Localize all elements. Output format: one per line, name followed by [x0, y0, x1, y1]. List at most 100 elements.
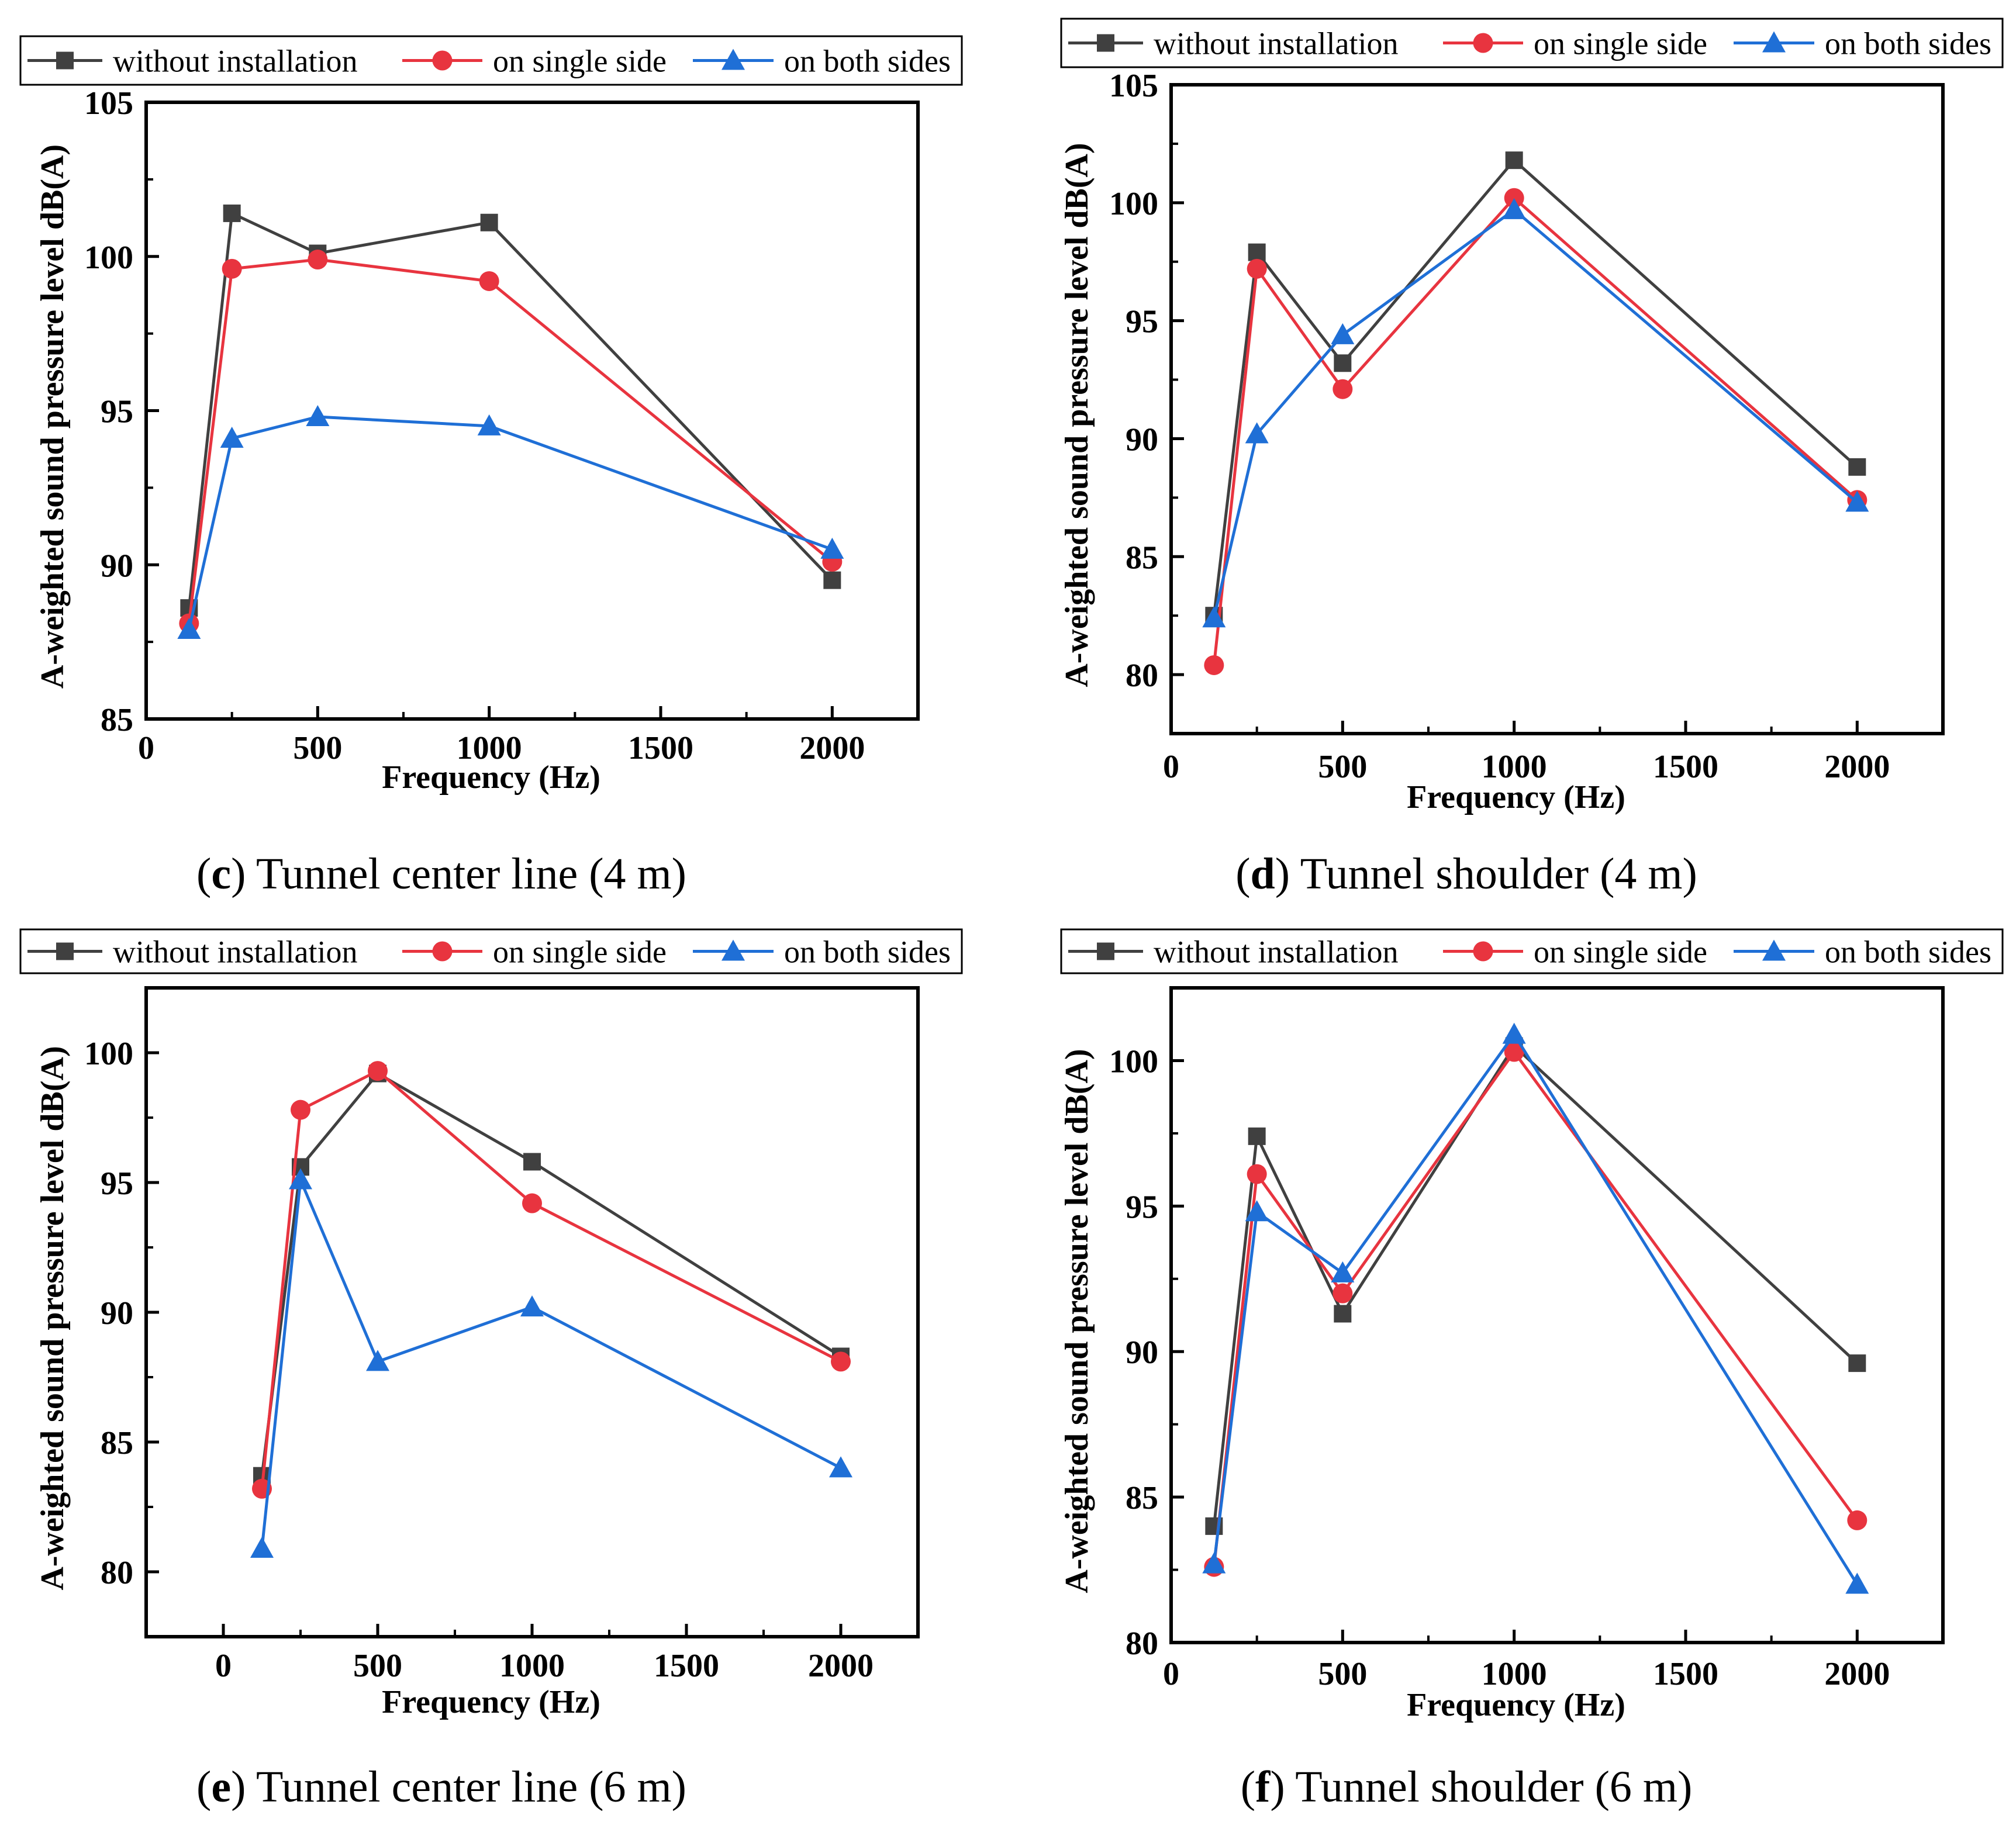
- data-point-square: [823, 571, 841, 589]
- legend-label: on single side: [1534, 26, 1707, 61]
- legend-marker-circle: [1473, 941, 1493, 962]
- data-point-circle: [1333, 379, 1353, 399]
- y-tick-label: 85: [1126, 1480, 1158, 1516]
- data-point-triangle: [1502, 1022, 1526, 1044]
- data-point-triangle: [1245, 1200, 1269, 1222]
- x-tick-label: 500: [353, 1648, 402, 1684]
- legend-label: without installation: [1154, 935, 1398, 970]
- chart-panel-f: 0 500 1000 1500 2000 80 85 90 95 100 Frequency (Hz…: [1059, 928, 2004, 1811]
- data-point-triangle: [1331, 1261, 1355, 1282]
- data-point-square: [523, 1153, 541, 1171]
- legend-marker-square: [1097, 942, 1114, 960]
- x-tick-label: 2000: [799, 730, 865, 766]
- x-tick-label: 500: [1318, 749, 1367, 785]
- series-line: [1212, 1050, 1859, 1567]
- x-tick-label: 500: [293, 730, 342, 766]
- series-line: [1212, 1033, 1859, 1585]
- data-point-triangle: [1845, 490, 1869, 512]
- series-line: [260, 1069, 842, 1489]
- y-tick-label: 100: [1109, 1043, 1158, 1080]
- y-tick-label: 80: [1126, 658, 1158, 694]
- legend: without installation on single side on bot…: [1060, 18, 2004, 68]
- y-tick-label: 105: [84, 85, 133, 122]
- legend-label: on both sides: [1825, 26, 1991, 61]
- y-axis-title: A-weighted sound pressure level dB(A): [1059, 1049, 1095, 1593]
- data-point-circle: [522, 1193, 542, 1213]
- legend-marker-square: [56, 51, 74, 70]
- data-point-circle: [1504, 1042, 1524, 1062]
- y-tick-label: 95: [1126, 1189, 1158, 1225]
- data-point-circle: [368, 1061, 388, 1081]
- series-line: [1212, 1045, 1859, 1527]
- y-axis-title: A-weighted sound pressure level dB(A): [34, 144, 71, 689]
- y-axis-title: A-weighted sound pressure level dB(A): [1059, 143, 1095, 687]
- data-point-triangle: [820, 537, 844, 559]
- series-on-both-sides: [1202, 1022, 1869, 1594]
- legend-marker-circle: [432, 50, 453, 71]
- legend-label: on single side: [493, 935, 667, 970]
- series-line: [1212, 196, 1858, 666]
- data-point-triangle: [1502, 198, 1526, 219]
- x-tick-label: 1500: [1653, 749, 1718, 785]
- plot-frame: [1169, 986, 1945, 1644]
- y-tick-label: 90: [101, 548, 133, 584]
- legend-box: [19, 35, 963, 86]
- data-point-triangle: [177, 618, 201, 639]
- legend-label: on both sides: [1825, 935, 1991, 970]
- data-point-circle: [831, 1351, 851, 1372]
- y-tick-label: 85: [101, 702, 133, 738]
- legend-marker-triangle: [1762, 31, 1786, 53]
- y-tick-label: 95: [101, 1166, 133, 1202]
- data-point-circle: [1204, 655, 1224, 675]
- legend-label: on both sides: [784, 935, 951, 970]
- x-tick-label: 1500: [654, 1648, 719, 1684]
- series-without-installation: [1205, 1037, 1866, 1535]
- legend-marker-triangle: [722, 939, 745, 961]
- legend-label: without installation: [1154, 26, 1398, 61]
- y-tick-label: 80: [101, 1555, 133, 1591]
- y-tick-label: 95: [1126, 304, 1158, 340]
- legend-label: without installation: [113, 44, 357, 79]
- data-point-circle: [479, 271, 499, 291]
- data-point-circle: [291, 1100, 310, 1120]
- data-point-triangle: [1202, 1552, 1226, 1574]
- x-tick-label: 2000: [1824, 749, 1890, 785]
- data-point-triangle: [1331, 323, 1355, 344]
- legend-label: on both sides: [784, 44, 951, 79]
- y-tick-label: 80: [1126, 1626, 1158, 1662]
- chart-panel-c: 0 500 1000 1500 2000 85 90 95 100 105 Frequency (H…: [19, 35, 963, 898]
- data-point-square: [1848, 458, 1866, 476]
- series-line: [260, 1178, 842, 1549]
- legend-box: [1060, 18, 2004, 68]
- series-on-single-side: [1204, 1042, 1867, 1577]
- data-point-triangle: [477, 414, 501, 435]
- series-line: [187, 258, 833, 624]
- data-point-triangle: [520, 1295, 544, 1317]
- legend-marker-triangle: [722, 49, 745, 70]
- legend: without installation on single side on bot…: [19, 928, 963, 974]
- x-axis-title: Frequency (Hz): [382, 1684, 600, 1720]
- data-point-circle: [1247, 1164, 1267, 1184]
- y-tick-label: 100: [84, 240, 133, 276]
- x-tick-label: 0: [1163, 749, 1179, 785]
- panel-caption: (e) Tunnel center line (6 m): [196, 1762, 686, 1811]
- plot-frame: [144, 101, 920, 721]
- series-without-installation: [253, 1064, 850, 1485]
- x-axis-title: Frequency (Hz): [1407, 779, 1625, 815]
- series-line: [187, 415, 833, 630]
- series-on-both-sides: [1202, 198, 1869, 628]
- legend-marker-circle: [432, 941, 453, 962]
- legend-marker-square: [56, 942, 74, 960]
- data-point-triangle: [829, 1456, 852, 1478]
- panel-caption: (f) Tunnel shoulder (6 m): [1241, 1762, 1693, 1811]
- data-point-square: [1248, 1127, 1266, 1145]
- x-tick-label: 0: [1163, 1656, 1179, 1692]
- y-tick-label: 90: [1126, 1334, 1158, 1371]
- data-point-triangle: [289, 1168, 312, 1190]
- legend-marker-circle: [1473, 33, 1493, 53]
- y-tick-label: 95: [101, 394, 133, 430]
- data-point-circle: [1847, 1510, 1867, 1530]
- y-tick-label: 85: [101, 1425, 133, 1461]
- x-tick-label: 1000: [1482, 1656, 1547, 1692]
- data-point-triangle: [1245, 422, 1269, 444]
